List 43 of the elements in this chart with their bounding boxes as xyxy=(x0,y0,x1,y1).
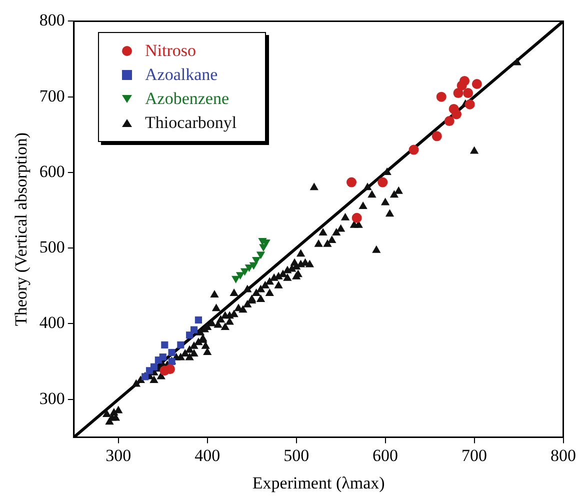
point xyxy=(378,177,388,188)
point xyxy=(464,99,475,110)
x-tick-label: 700 xyxy=(462,446,488,465)
x-tick-label: 400 xyxy=(194,446,220,465)
point xyxy=(177,341,184,348)
point xyxy=(463,88,474,98)
point xyxy=(236,272,245,280)
x-tick-label: 500 xyxy=(284,446,310,465)
point xyxy=(249,262,258,270)
point xyxy=(232,276,240,284)
y-tick-label: 600 xyxy=(39,162,65,181)
x-tick-label: 600 xyxy=(372,446,398,465)
y-tick-label: 300 xyxy=(39,388,65,408)
point xyxy=(161,341,168,348)
point xyxy=(451,109,462,120)
point xyxy=(453,88,464,98)
y-tick-label: 400 xyxy=(39,313,65,332)
point xyxy=(432,131,442,142)
y-tick-label: 700 xyxy=(39,86,65,106)
point xyxy=(194,316,202,324)
legend-label: Thiocarbonyl xyxy=(145,112,237,134)
x-tick-label: 800 xyxy=(550,446,576,465)
point xyxy=(408,144,419,155)
point xyxy=(346,177,356,188)
point xyxy=(472,78,482,89)
x-tick-label: 300 xyxy=(106,446,132,465)
y-axis-title: Theory (Vertical absorption) xyxy=(12,132,31,326)
point xyxy=(459,76,470,86)
point xyxy=(256,252,266,260)
point xyxy=(164,364,175,374)
point xyxy=(150,363,158,370)
point xyxy=(444,116,454,126)
legend-label: Azobenzene xyxy=(145,88,230,110)
point xyxy=(159,353,166,361)
point xyxy=(190,326,198,334)
legend-label: Nitroso xyxy=(145,40,196,62)
point xyxy=(352,212,362,223)
y-tick-label: 500 xyxy=(39,238,65,257)
x-axis-title: Experiment (λmax) xyxy=(252,473,385,492)
y-tick-label: 800 xyxy=(39,10,65,30)
point xyxy=(168,348,176,356)
point xyxy=(436,92,446,102)
legend-label: Azoalkane xyxy=(145,64,218,86)
